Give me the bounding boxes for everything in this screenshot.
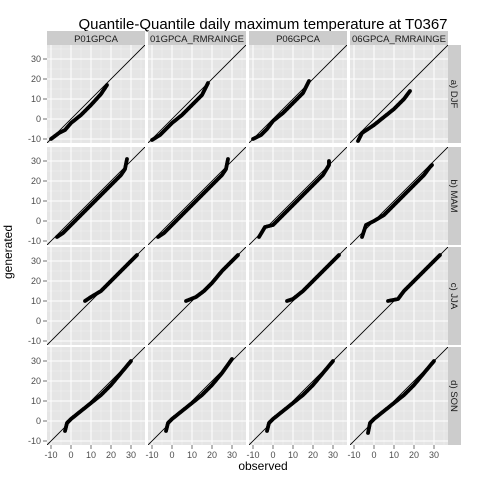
facet-panel xyxy=(47,347,145,445)
x-tick-label: 30 xyxy=(429,450,439,460)
y-tick-label: 10 xyxy=(31,94,41,104)
y-tick-label: -10 xyxy=(28,436,41,446)
x-tick-label: -10 xyxy=(145,450,158,460)
data-point xyxy=(226,157,230,161)
x-tick-label: 30 xyxy=(328,450,338,460)
facet-row-strip xyxy=(447,247,461,345)
facet-panel xyxy=(350,247,448,345)
reference-line xyxy=(249,45,347,143)
y-tick-label: 20 xyxy=(31,74,41,84)
data-point xyxy=(331,359,335,363)
facet-row-label: b) MAM xyxy=(448,179,459,212)
facet-panel xyxy=(148,147,246,245)
data-point xyxy=(327,159,331,163)
y-tick-label: -10 xyxy=(28,134,41,144)
y-tick-label: 0 xyxy=(36,114,41,124)
facet-panel xyxy=(148,247,246,345)
facet-panel xyxy=(350,45,448,143)
facet-panel xyxy=(249,347,347,445)
facet-panel xyxy=(47,147,145,245)
facet-row-strip xyxy=(447,347,461,445)
y-tick-label: 30 xyxy=(31,54,41,64)
reference-line xyxy=(148,147,246,245)
facet-panel xyxy=(148,45,246,143)
x-tick-label: -10 xyxy=(246,450,259,460)
reference-line xyxy=(47,45,145,143)
data-point xyxy=(432,359,436,363)
facet-column-label: 06GPCA_RMRAINGE xyxy=(352,34,446,45)
data-point xyxy=(125,157,129,161)
y-tick-label: 10 xyxy=(31,396,41,406)
x-axis-label: observed xyxy=(238,459,287,473)
y-tick-label: 30 xyxy=(31,356,41,366)
facet-panel xyxy=(47,247,145,345)
data-point xyxy=(105,83,109,87)
data-point xyxy=(129,359,133,363)
data-point xyxy=(307,79,311,83)
data-point xyxy=(206,81,210,85)
facet-column-label: P06GPCA xyxy=(276,34,320,45)
data-point xyxy=(438,253,442,257)
y-tick-label: 20 xyxy=(31,276,41,286)
x-tick-label: 30 xyxy=(126,450,136,460)
x-tick-label: 20 xyxy=(308,450,318,460)
y-tick-label: -10 xyxy=(28,336,41,346)
facet-panel xyxy=(47,45,145,143)
y-tick-label: 20 xyxy=(31,376,41,386)
x-tick-label: -10 xyxy=(44,450,57,460)
x-tick-label: -10 xyxy=(347,450,360,460)
facet-row-label: d) SON xyxy=(448,380,459,412)
y-axis-label: generated xyxy=(1,225,15,279)
x-tick-label: 0 xyxy=(68,450,73,460)
y-tick-label: 30 xyxy=(31,156,41,166)
facet-panel xyxy=(148,347,246,445)
x-tick-label: 20 xyxy=(106,450,116,460)
x-tick-label: 20 xyxy=(409,450,419,460)
facet-column-label: 01GPCA_RMRAINGE xyxy=(150,34,244,45)
y-tick-label: 20 xyxy=(31,176,41,186)
data-point xyxy=(337,253,341,257)
x-tick-label: 10 xyxy=(288,450,298,460)
facet-panels: P01GPCA 01GPCA_RMRAINGE P06GPCA 06GPCA_RMRA… xyxy=(28,31,461,460)
y-tick-label: -10 xyxy=(28,236,41,246)
reference-line xyxy=(350,45,448,143)
data-point xyxy=(430,163,434,167)
data-point xyxy=(230,357,234,361)
facet-row-label: a) DJF xyxy=(448,80,459,109)
chart-title: Quantile-Quantile daily maximum temperat… xyxy=(78,16,447,33)
x-tick-label: 10 xyxy=(389,450,399,460)
facet-column-strip xyxy=(249,31,347,45)
facet-panel xyxy=(350,147,448,245)
facet-row-strip xyxy=(447,45,461,143)
facet-row-label: c) JJA xyxy=(448,283,459,310)
x-tick-label: 20 xyxy=(207,450,217,460)
reference-line xyxy=(148,45,246,143)
facet-column-label: P01GPCA xyxy=(74,34,118,45)
facet-panel xyxy=(249,147,347,245)
facet-panel xyxy=(350,347,448,445)
data-point xyxy=(135,253,139,257)
y-tick-label: 10 xyxy=(31,296,41,306)
facet-row-strip xyxy=(447,147,461,245)
reference-line xyxy=(47,147,145,245)
x-tick-label: 10 xyxy=(86,450,96,460)
facet-panel xyxy=(249,247,347,345)
y-tick-label: 10 xyxy=(31,196,41,206)
x-tick-label: 0 xyxy=(169,450,174,460)
y-tick-label: 0 xyxy=(36,416,41,426)
x-tick-label: 30 xyxy=(227,450,237,460)
facet-column-strip xyxy=(47,31,145,45)
y-tick-label: 30 xyxy=(31,256,41,266)
facet-panel xyxy=(249,45,347,143)
x-tick-label: 10 xyxy=(187,450,197,460)
x-tick-label: 0 xyxy=(371,450,376,460)
facet-column-strip xyxy=(148,31,246,45)
data-point xyxy=(236,253,240,257)
data-point xyxy=(408,89,412,93)
facet-column-strip xyxy=(350,31,448,45)
y-tick-label: 0 xyxy=(36,216,41,226)
y-tick-label: 0 xyxy=(36,316,41,326)
x-tick-label: 0 xyxy=(270,450,275,460)
